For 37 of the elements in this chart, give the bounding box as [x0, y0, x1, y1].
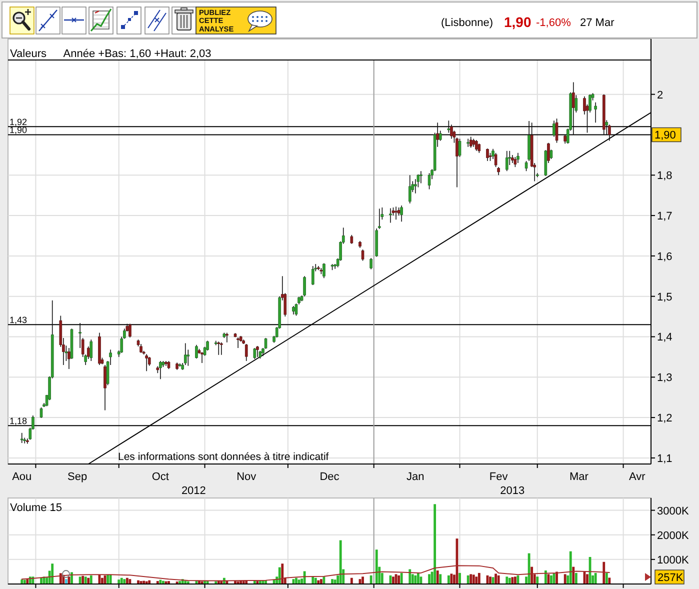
text: 1,90: [504, 14, 532, 30]
annotation: 1,90: [654, 130, 676, 142]
chart-subtitle: Année +Bas: 1,60 +Haut: 2,03: [63, 48, 212, 60]
y-tick-label: 1,1: [657, 452, 672, 465]
y-tick-label: 1,5: [657, 291, 672, 304]
text: 27 Mar: [580, 17, 615, 29]
y-tick-label: 1,4: [657, 332, 672, 344]
x-tick-label: Avr: [628, 471, 646, 483]
x-tick-label: Jan: [406, 471, 424, 483]
text: (Lisbonne): [441, 17, 493, 29]
ref-line-label: 1,90: [10, 124, 28, 135]
y-tick-label: 1,2: [657, 412, 672, 425]
y-tick-label: 1000K: [657, 554, 690, 566]
x-tick-label: Sep: [68, 471, 88, 483]
ref-line-label: 1,18: [10, 416, 28, 426]
x-tick-label: Fev: [489, 471, 508, 483]
x-tick-label: Oct: [152, 471, 169, 483]
y-tick-label: 1,6: [657, 250, 672, 263]
y-tick-label: 1,8: [657, 170, 672, 182]
annotation: Les informations sont données à titre indicatif: [118, 451, 329, 463]
y-tick-label: 3000K: [657, 505, 690, 518]
x2-tick-label: 2012: [181, 485, 206, 497]
x-tick-label: Aou: [12, 471, 32, 483]
y-tick-label: 1,3: [657, 372, 672, 384]
ref-line-label: 1,43: [10, 314, 28, 325]
x-tick-label: Dec: [320, 471, 340, 483]
y-tick-label: 2: [657, 89, 664, 102]
x-tick-label: Mar: [569, 471, 589, 483]
y-tick-label: 2000K: [657, 530, 690, 542]
text: -1,60%: [536, 17, 572, 29]
y-tick-label: 1,7: [657, 210, 672, 223]
text: 257K: [658, 572, 684, 584]
x-tick-label: Nov: [236, 471, 257, 483]
chart-title: Volume 15: [10, 502, 62, 514]
x2-tick-label: 2013: [500, 485, 525, 497]
chart-title: Valeurs: [10, 48, 47, 60]
ref-line-label: 1,92: [10, 116, 28, 127]
